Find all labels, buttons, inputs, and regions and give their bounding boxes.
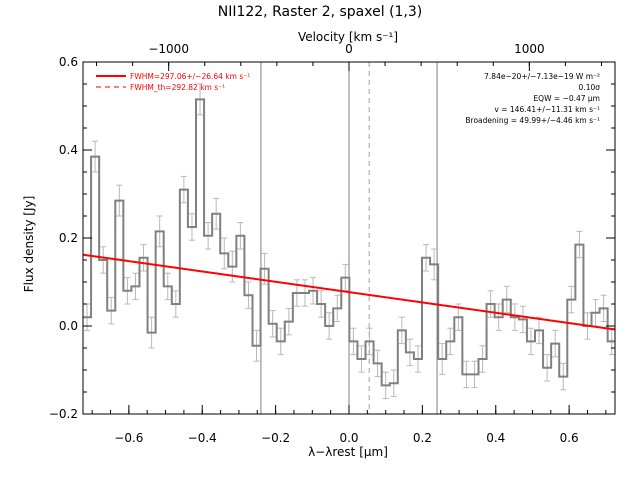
annotation-broadening: Broadening = 49.99+/−4.46 km s⁻¹	[465, 116, 600, 125]
fit-annotations: 7.84e−20+/−7.13e−19 W m⁻² 0.10σ EQW = −0…	[465, 72, 600, 125]
top-tick-label: 0	[345, 42, 353, 56]
x-tick-label: 0.6	[560, 431, 579, 445]
y-axis-label: Flux density [Jy]	[22, 196, 36, 293]
y-tick-label: 0.0	[59, 319, 78, 333]
x-tick-label: −0.4	[188, 431, 217, 445]
annotation-flux: 7.84e−20+/−7.13e−19 W m⁻²	[484, 72, 600, 81]
legend-label-fwhm: FWHM=297.06+/−26.64 km s⁻¹	[130, 72, 250, 81]
top-tick-label: −1000	[148, 42, 189, 56]
legend: FWHM=297.06+/−26.64 km s⁻¹ FWHM_th=292.8…	[96, 72, 250, 92]
y-tick-label: 0.2	[59, 231, 78, 245]
chart-title: NII122, Raster 2, spaxel (1,3)	[218, 4, 423, 20]
x-tick-label: 0.4	[486, 431, 505, 445]
x-tick-label: −0.6	[114, 431, 143, 445]
x-tick-label: −0.2	[261, 431, 290, 445]
annotation-velocity: v = 146.41+/−11.31 km s⁻¹	[494, 105, 600, 114]
fit-line	[83, 253, 615, 331]
x-tick-label: 0.2	[413, 431, 432, 445]
y-tick-label: −0.2	[49, 407, 78, 421]
spectrum-histogram	[83, 98, 615, 387]
x-axis-label: λ−λrest [μm]	[308, 445, 388, 459]
y-tick-label: 0.4	[59, 143, 78, 157]
x-tick-label: 0.0	[339, 431, 358, 445]
annotation-eqw: EQW = −0.47 μm	[533, 94, 600, 103]
plot-marks: −0.6 −0.4 −0.2 0.0 0.2 0.4 0.6 −0.2 0.0 0.2 0.4 0.6…	[49, 42, 616, 445]
annotation-sigma: 0.10σ	[579, 83, 601, 92]
top-axis-label: Velocity [km s⁻¹]	[298, 30, 398, 44]
legend-label-fwhm-th: FWHM_th=292.82 km s⁻¹	[130, 83, 225, 92]
top-tick-label: 1000	[514, 42, 545, 56]
y-tick-label: 0.6	[59, 55, 78, 69]
